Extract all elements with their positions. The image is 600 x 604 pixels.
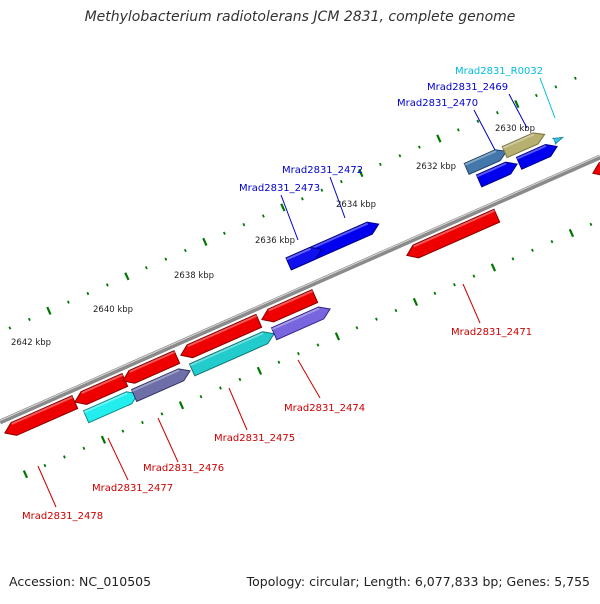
minor-tick xyxy=(122,430,123,433)
minor-tick xyxy=(44,464,45,467)
minor-tick xyxy=(477,120,478,123)
major-tick xyxy=(414,298,417,305)
minor-tick xyxy=(575,77,576,80)
kbp-label: 2634 kbp xyxy=(336,200,376,210)
minor-tick xyxy=(146,266,147,269)
minor-tick xyxy=(107,284,108,287)
major-tick xyxy=(102,436,105,443)
minor-tick xyxy=(239,378,240,381)
feature-layer xyxy=(5,133,600,435)
accession-text: Accession: NC_010505 xyxy=(9,574,151,589)
leader-line xyxy=(108,438,128,480)
minor-tick xyxy=(454,283,455,286)
major-tick xyxy=(281,204,284,211)
minor-tick xyxy=(395,309,396,312)
minor-tick xyxy=(29,318,30,321)
leader-line xyxy=(298,360,320,398)
kbp-label: 2636 kbp xyxy=(255,236,295,246)
minor-tick xyxy=(473,275,474,278)
major-tick xyxy=(180,402,183,409)
kbp-label: 2638 kbp xyxy=(174,271,214,281)
minor-tick xyxy=(220,387,221,390)
genome-backbone-highlight xyxy=(0,156,600,421)
gene-label-2474[interactable]: Mrad2831_2474 xyxy=(284,403,365,414)
minor-tick xyxy=(317,344,318,347)
minor-tick xyxy=(224,232,225,235)
gene-label-2469[interactable]: Mrad2831_2469 xyxy=(427,82,508,93)
minor-tick xyxy=(380,163,381,166)
minor-tick xyxy=(356,326,357,329)
minor-tick xyxy=(590,223,591,226)
gene-label-2478[interactable]: Mrad2831_2478 xyxy=(22,511,103,522)
minor-tick xyxy=(551,240,552,243)
minor-tick xyxy=(165,258,166,261)
gene-label-r0032[interactable]: Mrad2831_R0032 xyxy=(455,66,543,77)
minor-tick xyxy=(434,292,435,295)
minor-tick xyxy=(458,129,459,132)
major-tick xyxy=(570,229,573,236)
kbp-label: 2640 kbp xyxy=(93,305,133,315)
minor-tick xyxy=(243,223,244,226)
minor-tick xyxy=(68,301,69,304)
leader-line xyxy=(330,177,345,218)
leader-line xyxy=(509,94,527,128)
minor-tick xyxy=(83,447,84,450)
major-tick xyxy=(47,307,50,314)
minor-tick xyxy=(532,249,533,252)
minor-tick xyxy=(9,327,10,330)
major-tick xyxy=(258,367,261,374)
gene-label-2472[interactable]: Mrad2831_2472 xyxy=(282,165,363,176)
minor-tick xyxy=(341,180,342,183)
leader-line xyxy=(474,110,495,150)
topology-text: Topology: circular; Length: 6,077,833 bp… xyxy=(247,574,590,589)
major-tick xyxy=(125,273,128,280)
kbp-label: 2630 kbp xyxy=(495,124,535,134)
minor-tick xyxy=(512,258,513,261)
leader-line xyxy=(281,195,298,240)
kbp-label: 2632 kbp xyxy=(416,162,456,172)
minor-tick xyxy=(263,215,264,218)
minor-tick xyxy=(298,352,299,355)
leader-line xyxy=(463,284,480,323)
minor-tick xyxy=(376,318,377,321)
minor-tick xyxy=(419,146,420,149)
leader-line xyxy=(540,78,555,118)
minor-tick xyxy=(278,361,279,364)
major-tick xyxy=(437,135,440,142)
minor-tick xyxy=(536,94,537,97)
minor-tick xyxy=(161,413,162,416)
leader-line xyxy=(38,466,56,507)
minor-tick xyxy=(64,456,65,459)
map-title: Methylobacterium radiotolerans JCM 2831,… xyxy=(0,9,600,25)
minor-tick xyxy=(321,189,322,192)
gene-label-2473[interactable]: Mrad2831_2473 xyxy=(239,183,320,194)
genome-backbone xyxy=(0,157,600,422)
major-tick xyxy=(203,238,206,245)
minor-tick xyxy=(399,154,400,157)
gene-label-2470[interactable]: Mrad2831_2470 xyxy=(397,98,478,109)
gene-arrow xyxy=(552,137,562,144)
minor-tick xyxy=(555,86,556,89)
minor-tick xyxy=(185,249,186,252)
gene-label-2471[interactable]: Mrad2831_2471 xyxy=(451,327,532,338)
minor-tick xyxy=(200,395,201,398)
minor-tick xyxy=(302,198,303,201)
leader-line xyxy=(158,418,178,462)
gene-label-2476[interactable]: Mrad2831_2476 xyxy=(143,463,224,474)
kbp-label: 2642 kbp xyxy=(11,338,51,348)
major-tick xyxy=(24,471,27,478)
minor-tick xyxy=(142,421,143,424)
major-tick xyxy=(492,264,495,271)
minor-tick xyxy=(497,111,498,114)
gene-label-2475[interactable]: Mrad2831_2475 xyxy=(214,433,295,444)
minor-tick xyxy=(87,292,88,295)
gene-label-2477[interactable]: Mrad2831_2477 xyxy=(92,483,173,494)
major-tick xyxy=(336,333,339,340)
leader-line xyxy=(229,388,247,430)
